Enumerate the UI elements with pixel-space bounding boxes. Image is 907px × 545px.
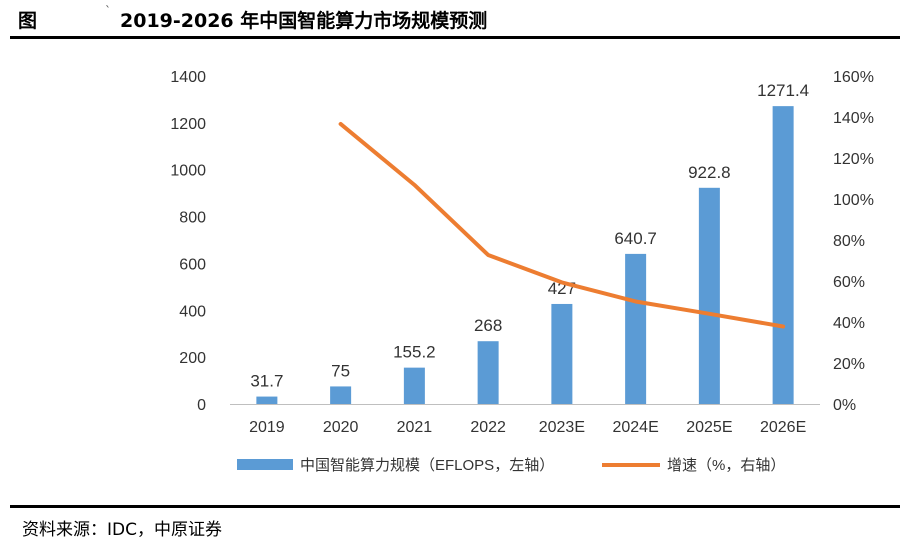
left-axis-tick-label: 800 (179, 210, 206, 227)
left-axis-tick-label: 1200 (170, 116, 206, 133)
left-axis-tick-label: 1000 (170, 163, 206, 180)
right-axis-tick-label: 60% (833, 274, 865, 291)
figure-label: 图 (18, 10, 38, 32)
bar-2022 (477, 341, 499, 404)
legend-swatch-bars (237, 459, 293, 470)
right-axis-tick-label: 80% (833, 233, 865, 250)
left-axis-tick-label: 0 (197, 397, 206, 414)
bar-data-label: 922.8 (688, 163, 731, 182)
left-axis-tick-label: 1400 (170, 69, 206, 86)
bar-data-label: 640.7 (614, 229, 657, 248)
left-y-axis: 0 200 400 600 800 1000 1200 1400 (170, 69, 206, 414)
bar-2026E (772, 106, 794, 404)
bar-series (256, 106, 794, 404)
bar-2024E (625, 253, 647, 404)
x-axis-category-label: 2020 (323, 419, 359, 436)
x-axis-category-label: 2026E (760, 419, 806, 436)
chart-canvas: 0 200 400 600 800 1000 1200 1400 0% 20% 40% 60% 80%… (170, 69, 874, 474)
bottom-divider (10, 505, 900, 508)
right-axis-tick-label: 100% (833, 192, 874, 209)
bar-data-label: 268 (474, 316, 502, 335)
bar-2023E (551, 303, 573, 404)
x-axis: 2019 2020 2021 2022 2023E 2024E 2025E 2026E (230, 404, 820, 436)
right-axis-tick-label: 20% (833, 356, 865, 373)
source-note: 资料来源：IDC，中原证券 (22, 520, 222, 540)
bar-data-label: 31.7 (250, 372, 283, 391)
x-axis-category-label: 2019 (249, 419, 285, 436)
x-axis-category-label: 2023E (539, 419, 585, 436)
bar-2025E (698, 187, 720, 404)
right-axis-tick-label: 40% (833, 315, 865, 332)
x-axis-category-label: 2022 (470, 419, 506, 436)
legend-label-line: 增速（%，右轴） (667, 457, 785, 474)
bar-data-label: 1271.4 (757, 81, 809, 100)
bar-2019 (256, 396, 278, 404)
right-axis-tick-label: 120% (833, 151, 874, 168)
bar-data-label: 155.2 (393, 343, 436, 362)
right-axis-tick-label: 160% (833, 69, 874, 86)
bar-2020 (330, 386, 352, 404)
top-divider (10, 36, 900, 39)
bar-2021 (403, 367, 425, 404)
x-axis-category-label: 2024E (612, 419, 658, 436)
legend-label-bars: 中国智能算力规模（EFLOPS，左轴） (300, 456, 554, 474)
x-axis-category-label: 2025E (686, 419, 732, 436)
growth-line-series (338, 121, 786, 329)
right-axis-tick-label: 0% (833, 397, 856, 414)
growth-line (338, 121, 786, 329)
chart-title: 2019-2026 年中国智能算力市场规模预测 (120, 10, 488, 32)
chart-header: 图 ` 2019-2026 年中国智能算力市场规模预测 (10, 4, 900, 32)
left-axis-tick-label: 200 (179, 350, 206, 367)
figure-tick-mark: ` (105, 4, 111, 18)
right-y-axis: 0% 20% 40% 60% 80% 100% 120% 140% 160% (833, 69, 874, 414)
bar-data-label: 75 (331, 361, 350, 380)
legend: 中国智能算力规模（EFLOPS，左轴） 增速（%，右轴） (237, 456, 785, 474)
left-axis-tick-label: 400 (179, 303, 206, 320)
right-axis-tick-label: 140% (833, 110, 874, 127)
x-axis-category-label: 2021 (397, 419, 433, 436)
left-axis-tick-label: 600 (179, 256, 206, 273)
